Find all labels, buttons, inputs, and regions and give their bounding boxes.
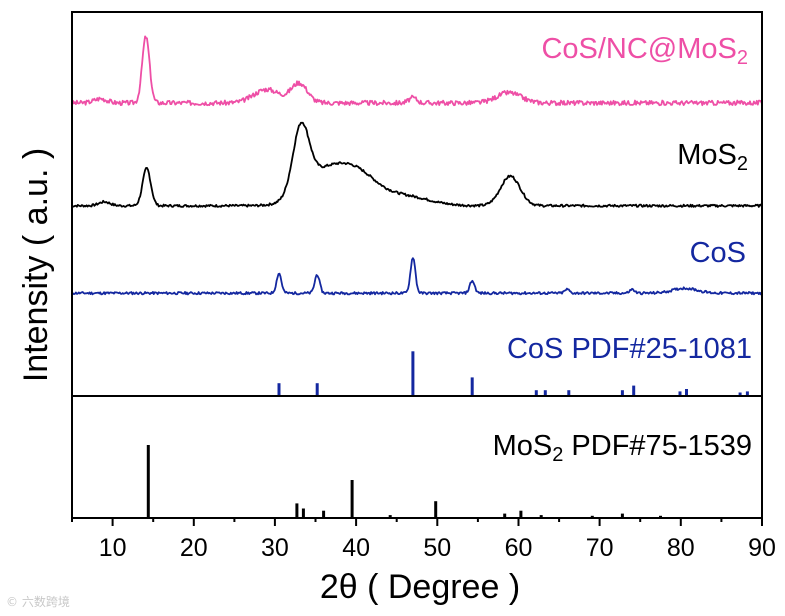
xrd-pattern-1 <box>71 121 763 208</box>
x-tick-label-20: 20 <box>180 534 208 562</box>
watermark-logo: © 六数跨境 <box>6 595 70 609</box>
xrd-pattern-0 <box>71 35 763 107</box>
x-tick-label-30: 30 <box>261 534 289 562</box>
series-label-4: MoS2 PDF#75-1539 <box>493 430 752 466</box>
y-axis-label: Intensity ( a.u. ) <box>17 148 55 382</box>
x-tick-label-10: 10 <box>99 534 127 562</box>
series-labels: CoS/NC@MoS2 MoS2 CoS CoS PDF#25-1081 MoS2 PD… <box>493 33 752 466</box>
x-tick-label-70: 70 <box>586 534 614 562</box>
series-layer <box>71 35 763 518</box>
series-label-1: MoS2 <box>677 139 748 175</box>
series-label-0: CoS/NC@MoS2 <box>541 33 748 69</box>
x-tick-label-60: 60 <box>505 534 533 562</box>
xrd-pattern-2 <box>71 257 763 296</box>
x-axis-ticks: 10 20 30 40 50 60 70 80 90 <box>71 518 776 562</box>
plot-area: 10 20 30 40 50 60 70 80 90 CoS/NC@MoS2MoS2CoSCoS… <box>71 11 776 562</box>
plot-frame <box>71 11 763 519</box>
x-tick-label-50: 50 <box>423 534 451 562</box>
x-axis-label: 2θ ( Degree ) <box>320 568 520 606</box>
x-tick-label-80: 80 <box>667 534 695 562</box>
series-label-3: CoS PDF#25-1081 <box>507 333 752 365</box>
x-tick-label-90: 90 <box>748 534 776 562</box>
series-label-2: CoS <box>690 237 746 269</box>
x-tick-label-40: 40 <box>342 534 370 562</box>
